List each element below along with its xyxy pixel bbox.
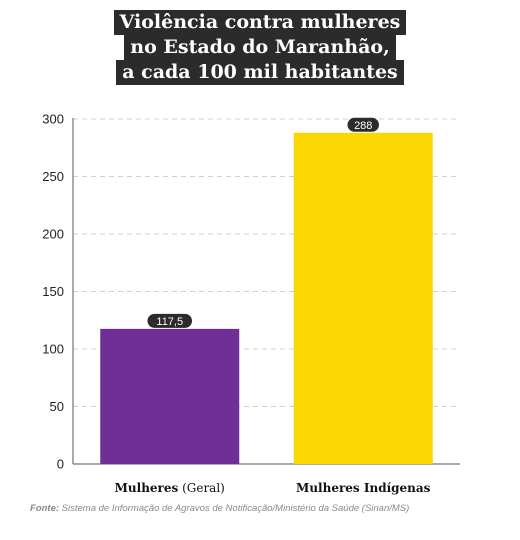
- chart-title-line-2: no Estado do Maranhão,: [124, 35, 396, 60]
- data-label-0: 117,5: [156, 316, 183, 328]
- y-tick-label-50: 50: [50, 399, 64, 414]
- source-text: Sistema de Informação de Agravos de Noti…: [59, 503, 410, 514]
- y-tick-label-250: 250: [42, 169, 64, 184]
- y-tick-label-0: 0: [57, 457, 64, 472]
- bar-1: [293, 132, 433, 465]
- x-category-label-1: Mulheres Indígenas: [296, 481, 431, 495]
- x-category-label-rest-0: (Geral): [178, 481, 225, 495]
- y-tick-label-150: 150: [42, 284, 64, 299]
- x-category-label-0: Mulheres (Geral): [115, 481, 225, 495]
- data-label-1: 288: [354, 120, 372, 132]
- chart-title: Violência contra mulheres no Estado do M…: [0, 10, 520, 85]
- y-tick-label-300: 300: [42, 112, 64, 127]
- x-category-label-bold-0: Mulheres: [115, 481, 179, 495]
- source-note: Fonte: Sistema de Informação de Agravos …: [30, 503, 409, 514]
- chart-title-line-1: Violência contra mulheres: [113, 10, 407, 35]
- x-category-label-bold-1: Mulheres Indígenas: [296, 481, 431, 495]
- source-label: Fonte:: [30, 503, 60, 514]
- data-label-bg-1: [347, 117, 379, 132]
- y-tick-label-200: 200: [42, 227, 64, 242]
- bar-0: [100, 328, 240, 464]
- data-label-bg-0: [147, 313, 192, 328]
- y-tick-label-100: 100: [42, 342, 64, 357]
- chart-title-line-3: a cada 100 mil habitantes: [116, 60, 404, 85]
